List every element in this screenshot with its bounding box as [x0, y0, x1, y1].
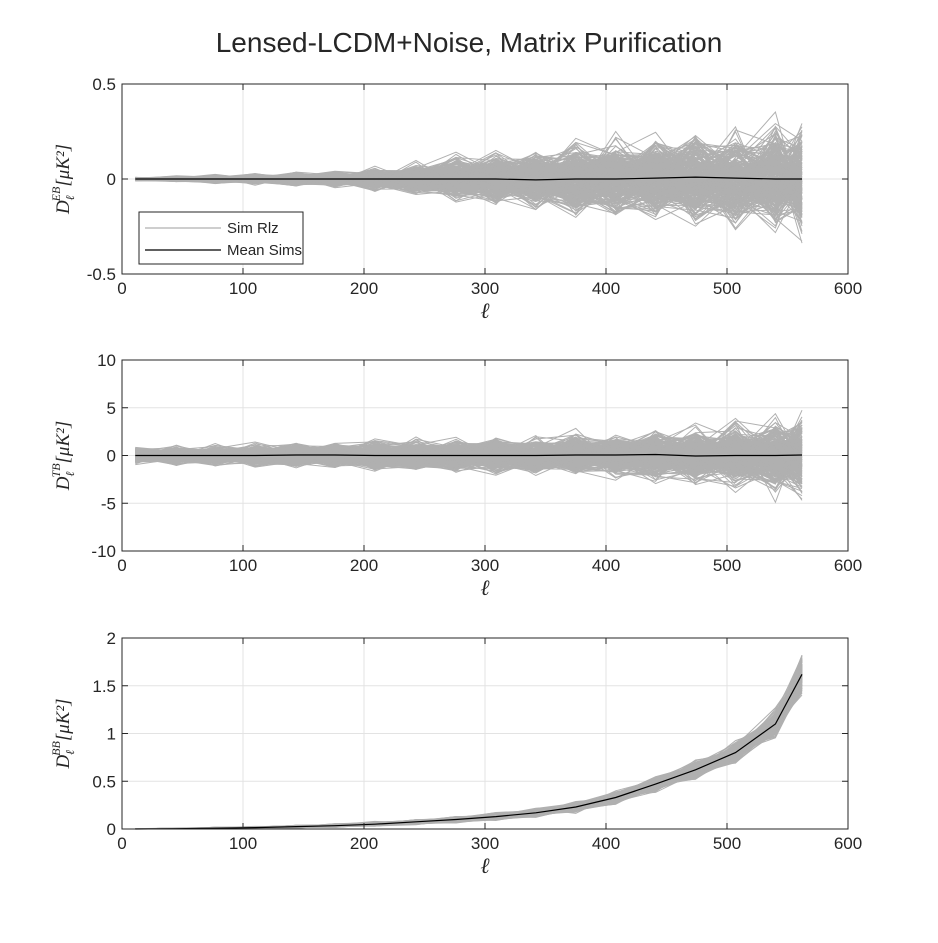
y-label-superscript: EB	[49, 186, 63, 202]
x-axis-label: ℓ	[480, 575, 490, 600]
y-tick-label: -10	[91, 542, 116, 561]
y-label-units: [μK²]	[53, 421, 74, 464]
x-tick-label: 200	[350, 279, 378, 298]
y-tick-label: 0.5	[92, 772, 116, 791]
y-label-base: D	[53, 755, 74, 770]
y-tick-label: 2	[107, 629, 116, 648]
x-tick-label: 200	[350, 556, 378, 575]
x-tick-label: 100	[229, 556, 257, 575]
y-tick-label: 0	[107, 820, 116, 839]
x-tick-label: 0	[117, 834, 126, 853]
x-tick-label: 300	[471, 279, 499, 298]
x-axis-label: ℓ	[480, 298, 490, 323]
x-tick-label: 500	[713, 279, 741, 298]
y-tick-label: 10	[97, 351, 116, 370]
y-label-superscript: TB	[49, 463, 63, 478]
y-tick-label: -5	[101, 494, 116, 513]
y-tick-label: -0.5	[87, 265, 116, 284]
x-tick-label: 600	[834, 556, 862, 575]
legend-box	[138, 211, 304, 265]
sim-realization-line	[135, 150, 803, 221]
y-axis-label: DℓBB[μK²]	[49, 698, 77, 769]
y-tick-label: 1.5	[92, 677, 116, 696]
y-axis-label: DℓTB[μK²]	[49, 421, 77, 491]
figure-title: Lensed-LCDM+Noise, Matrix Purification	[216, 27, 723, 58]
x-tick-label: 600	[834, 279, 862, 298]
y-axis-label: DℓEB[μK²]	[49, 144, 77, 215]
x-tick-label: 500	[713, 834, 741, 853]
y-tick-label: 0.5	[92, 75, 116, 94]
y-label-subscript: ℓ	[63, 750, 77, 755]
y-tick-label: 0	[107, 447, 116, 466]
sim-realization-line	[135, 447, 803, 471]
y-label-subscript: ℓ	[63, 471, 77, 476]
x-tick-label: 0	[117, 279, 126, 298]
panels: 0 100 200 300 400 500 600-0.500.5ℓDℓEB[μK²]Sim…	[49, 75, 862, 878]
y-label-subscript: ℓ	[63, 195, 77, 200]
sim-realizations	[135, 409, 803, 504]
sim-realization-line	[135, 440, 803, 472]
mean-sims-line	[135, 453, 803, 457]
x-tick-label: 500	[713, 556, 741, 575]
x-tick-label: 100	[229, 834, 257, 853]
x-tick-label: 400	[592, 279, 620, 298]
x-axis-label: ℓ	[480, 853, 490, 878]
sim-realization-line	[135, 441, 803, 481]
y-label-units: [μK²]	[53, 144, 74, 187]
x-tick-label: 400	[592, 556, 620, 575]
mean-sims-line	[135, 674, 803, 830]
sim-realization-line	[135, 163, 803, 215]
sim-realization-line	[135, 440, 803, 470]
y-tick-label: 0	[107, 170, 116, 189]
panel-eb: 0 100 200 300 400 500 600-0.500.5ℓDℓEB[μK²]Sim…	[49, 75, 862, 323]
x-tick-label: 300	[471, 556, 499, 575]
x-tick-label: 600	[834, 834, 862, 853]
sim-realization-line	[135, 437, 803, 476]
sim-realizations	[135, 110, 803, 244]
mean-sims-line	[135, 176, 802, 181]
sim-realization-line	[135, 161, 803, 220]
x-tick-label: 400	[592, 834, 620, 853]
y-label-units: [μK²]	[53, 698, 74, 741]
y-label-superscript: BB	[49, 740, 63, 755]
legend: Sim Rlz Mean Sims	[138, 211, 304, 265]
x-tick-label: 100	[229, 279, 257, 298]
y-tick-label: 1	[107, 725, 116, 744]
legend-entry-label: Sim Rlz	[227, 220, 279, 237]
sim-realization-line	[135, 145, 803, 214]
x-tick-label: 0	[117, 556, 126, 575]
y-tick-label: 5	[107, 399, 116, 418]
x-tick-label: 300	[471, 834, 499, 853]
legend-entry-label: Mean Sims	[227, 242, 302, 259]
y-label-base: D	[53, 476, 74, 491]
x-tick-label: 200	[350, 834, 378, 853]
y-label-base: D	[53, 200, 74, 215]
